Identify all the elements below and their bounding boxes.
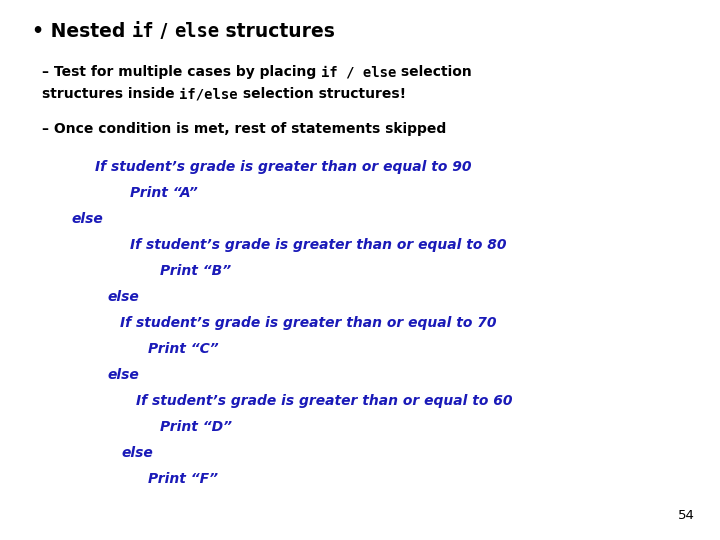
Text: Print “D”: Print “D”	[160, 420, 232, 434]
Text: If student’s grade is greater than or equal to 90: If student’s grade is greater than or eq…	[95, 160, 472, 174]
Text: Print “F”: Print “F”	[148, 472, 218, 486]
Text: Print “C”: Print “C”	[148, 342, 219, 356]
Text: if/else: if/else	[179, 87, 238, 101]
Text: else: else	[108, 368, 140, 382]
Text: else: else	[174, 22, 220, 41]
Text: selection structures!: selection structures!	[238, 87, 406, 101]
Text: Print “A”: Print “A”	[130, 186, 198, 200]
Text: • Nested: • Nested	[32, 22, 132, 41]
Text: 54: 54	[678, 509, 695, 522]
Text: Print “B”: Print “B”	[160, 264, 231, 278]
Text: If student’s grade is greater than or equal to 70: If student’s grade is greater than or eq…	[120, 316, 497, 330]
Text: structures inside: structures inside	[42, 87, 179, 101]
Text: /: /	[154, 22, 174, 41]
Text: If student’s grade is greater than or equal to 80: If student’s grade is greater than or eq…	[130, 238, 506, 252]
Text: if / else: if / else	[321, 65, 397, 79]
Text: else: else	[108, 290, 140, 304]
Text: else: else	[72, 212, 104, 226]
Text: – Test for multiple cases by placing: – Test for multiple cases by placing	[42, 65, 321, 79]
Text: selection: selection	[397, 65, 472, 79]
Text: if: if	[132, 22, 154, 41]
Text: structures: structures	[220, 22, 335, 41]
Text: If student’s grade is greater than or equal to 60: If student’s grade is greater than or eq…	[136, 394, 513, 408]
Text: else: else	[122, 446, 154, 460]
Text: – Once condition is met, rest of statements skipped: – Once condition is met, rest of stateme…	[42, 122, 446, 136]
